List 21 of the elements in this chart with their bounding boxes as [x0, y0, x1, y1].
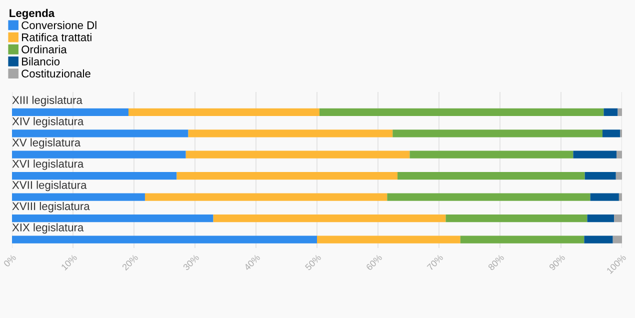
x-tick-label: 40%: [244, 254, 260, 271]
y-tick-label: XVII legislatura: [12, 180, 87, 192]
legend-label: Conversione Dl: [22, 21, 96, 30]
legend-label: Ratifica trattati: [22, 33, 92, 42]
y-tick-label: XIX legislatura: [12, 223, 84, 234]
x-tick-label: 60%: [366, 254, 382, 271]
x-tick-label: 0%: [3, 254, 16, 268]
legend-label: Bilancio: [22, 57, 60, 66]
x-tick-label: 70%: [426, 254, 444, 271]
legend-title: Legenda: [10, 8, 55, 20]
x-tick-label: 90%: [548, 254, 566, 271]
x-tick-label: 50%: [304, 254, 322, 271]
y-tick-label: XVI legislatura: [12, 160, 84, 170]
x-tick-label: 30%: [182, 254, 200, 271]
legend-label: Ordinaria: [22, 45, 67, 54]
y-tick-label: XV legislatura: [12, 138, 81, 149]
y-tick-label: XIII legislatura: [12, 96, 82, 106]
legend-label: Costituzionale: [22, 69, 90, 78]
y-tick-label: XIV legislatura: [12, 117, 84, 128]
x-tick-label: 80%: [488, 254, 504, 271]
y-tick-label: XVIII legislatura: [12, 202, 90, 212]
